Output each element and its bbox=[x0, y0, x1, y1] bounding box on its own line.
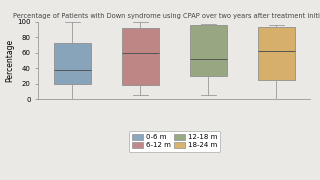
Y-axis label: Percentage: Percentage bbox=[5, 39, 14, 82]
Title: Percentage of Patients with Down syndrome using CPAP over two years after treatm: Percentage of Patients with Down syndrom… bbox=[13, 13, 320, 19]
Bar bbox=[122, 28, 159, 85]
Legend: 0-6 m, 6-12 m, 12-18 m, 18-24 m: 0-6 m, 6-12 m, 12-18 m, 18-24 m bbox=[129, 131, 220, 152]
Bar bbox=[190, 26, 227, 76]
Bar bbox=[258, 27, 295, 80]
Bar bbox=[54, 42, 91, 84]
